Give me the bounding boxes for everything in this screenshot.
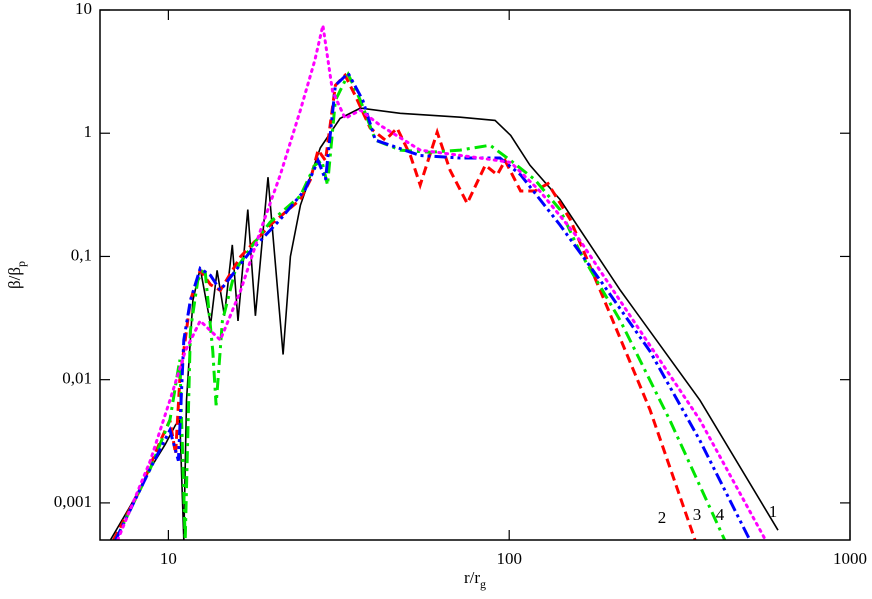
y-tick-label: 1 — [84, 122, 93, 141]
series-line — [114, 70, 752, 540]
series-label: 4 — [716, 505, 725, 524]
y-tick-label: 0,001 — [54, 492, 92, 511]
y-tick-label: 0,01 — [62, 369, 92, 388]
x-tick-label: 1000 — [833, 549, 867, 568]
series-line — [112, 72, 697, 540]
plot-area — [109, 25, 779, 540]
x-tick-label: 100 — [496, 549, 522, 568]
y-axis-label: β/βp — [5, 261, 28, 289]
y-tick-label: 10 — [75, 0, 92, 18]
y-label-main: β/β — [5, 267, 24, 289]
x-axis-label: r/rg — [464, 568, 486, 591]
plot-frame — [99, 9, 851, 541]
series-line — [114, 70, 727, 540]
series-line — [109, 107, 779, 540]
series-label: 2 — [658, 508, 667, 527]
y-label-sub: p — [14, 261, 28, 267]
x-tick-label: 10 — [160, 549, 177, 568]
series-label: 1 — [769, 502, 778, 521]
x-label-main: r/r — [464, 568, 480, 587]
series-label: 3 — [693, 505, 702, 524]
x-label-sub: g — [480, 577, 486, 591]
y-tick-label: 0,1 — [71, 245, 92, 264]
